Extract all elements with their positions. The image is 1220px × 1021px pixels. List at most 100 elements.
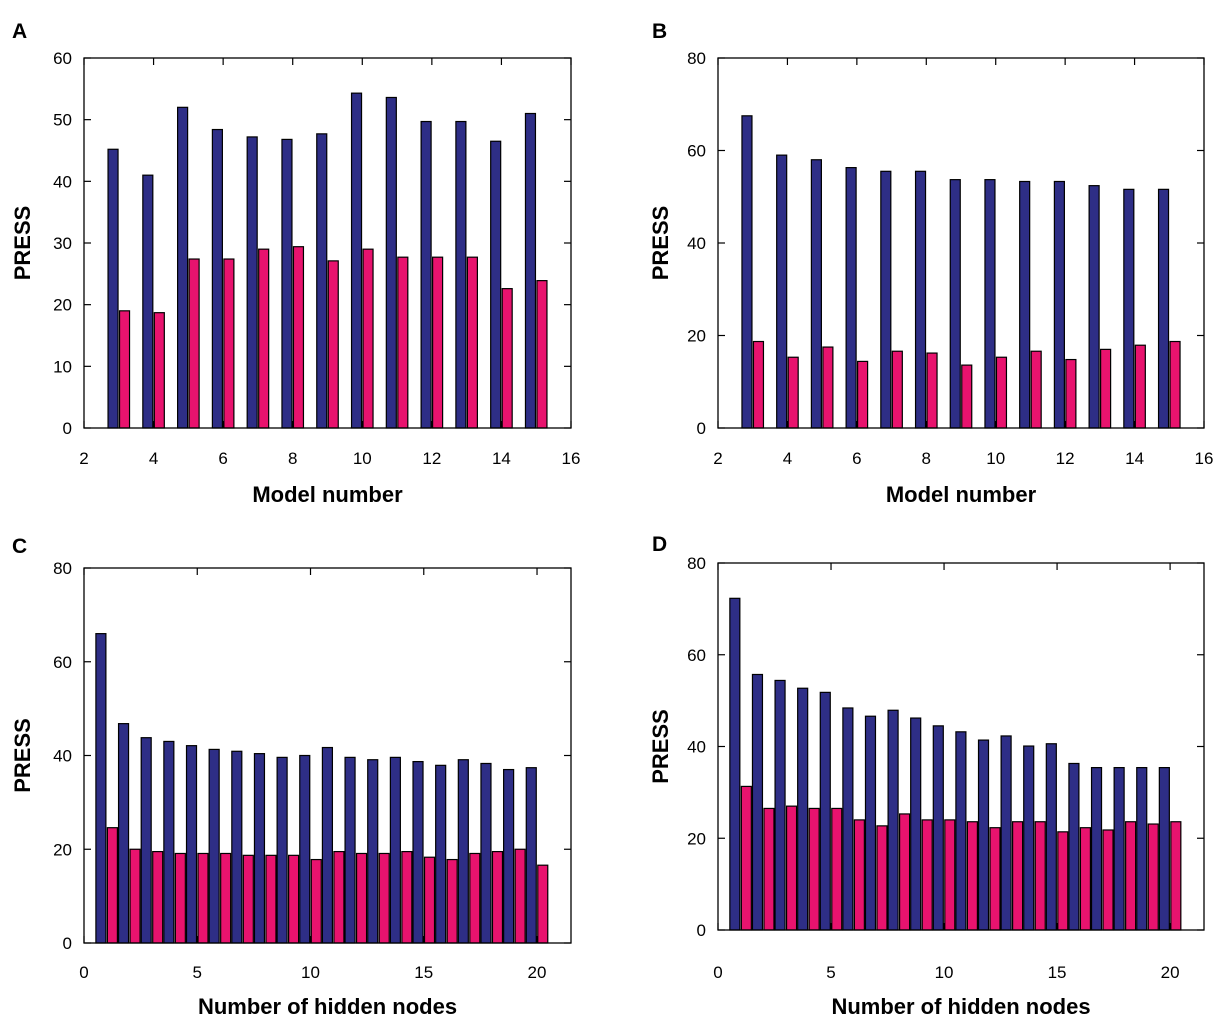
bar-series-1-x9 [949, 179, 961, 429]
bar-series-2-x12 [1065, 358, 1077, 429]
bar-series-2-x10 [995, 356, 1008, 429]
panel-letter: D [652, 533, 667, 556]
bar-series-2-x2 [129, 848, 141, 944]
y-tick-label: 20 [53, 840, 72, 859]
x-tick-label: 10 [986, 449, 1005, 468]
bar-series-2-x8 [898, 813, 911, 931]
bar-series-2-x11 [333, 850, 345, 944]
bar-series-2-x17 [1102, 829, 1114, 931]
bar-series-2-x7 [258, 248, 270, 429]
bar-series-1-x8 [887, 709, 899, 931]
bar-series-2-x9 [921, 819, 933, 931]
y-axis-label: PRESS [10, 206, 35, 281]
x-tick-label: 10 [301, 963, 320, 982]
x-tick-label: 0 [79, 963, 88, 982]
panel-a: A 0 10 20 30 40 50 60 2 4 6 8 10 12 14 16 Model number PR… [10, 20, 580, 507]
bar-series-2-x14 [1134, 344, 1146, 429]
bar-series-1-x5 [185, 745, 198, 944]
x-tick-label: 14 [492, 449, 511, 468]
bar-series-1-x4 [142, 174, 154, 429]
y-tick-label: 80 [687, 49, 706, 68]
bar-series-1-x14 [490, 140, 502, 429]
bar-series-1-x20 [1158, 766, 1170, 931]
bar-series-2-x3 [785, 805, 798, 931]
x-axis-label: Model number [886, 482, 1037, 507]
bar-series-2-x14 [401, 850, 413, 944]
bar-series-1-x3 [107, 148, 119, 429]
bar-series-1-x1 [95, 633, 107, 944]
x-tick-label: 0 [713, 963, 722, 982]
bar-series-1-x9 [910, 717, 922, 931]
y-tick-label: 40 [687, 738, 706, 757]
bar-series-2-x8 [265, 854, 277, 944]
x-tick-label: 4 [149, 449, 158, 468]
bar-series-2-x13 [1012, 821, 1024, 931]
bar-series-2-x10 [944, 819, 956, 931]
bar-series-1-x15 [1045, 743, 1057, 931]
bar-series-2-x5 [197, 852, 209, 944]
bar-series-2-x10 [310, 858, 322, 944]
y-tick-label: 0 [63, 419, 72, 438]
x-tick-label: 16 [1195, 449, 1214, 468]
y-tick-label: 40 [53, 747, 72, 766]
x-tick-label: 5 [193, 963, 202, 982]
bar-series-2-x5 [831, 807, 843, 931]
bar-series-1-x3 [774, 679, 786, 931]
bar-series-1-x10 [299, 754, 311, 944]
y-tick-label: 60 [53, 653, 72, 672]
bar-series-2-x20 [537, 864, 549, 944]
y-tick-label: 10 [53, 357, 72, 376]
bar-series-2-x2 [763, 807, 775, 931]
bar-series-1-x19 [1136, 766, 1148, 931]
bar-series-2-x15 [1057, 831, 1069, 931]
bar-series-1-x19 [503, 768, 515, 944]
y-tick-label: 60 [53, 49, 72, 68]
x-tick-label: 10 [935, 963, 954, 982]
bar-series-1-x9 [276, 756, 288, 944]
bar-series-2-x12 [432, 256, 444, 429]
bar-series-2-x6 [223, 258, 235, 429]
bar-series-2-x15 [1169, 340, 1181, 429]
bar-series-1-x14 [1023, 745, 1035, 931]
bar-series-2-x3 [152, 850, 164, 944]
y-tick-label: 20 [687, 829, 706, 848]
y-axis-label: PRESS [648, 206, 673, 281]
panel-letter: B [652, 20, 667, 43]
bar-series-1-x6 [845, 167, 857, 429]
bar-series-2-x15 [536, 280, 548, 429]
bar-series-2-x14 [1034, 821, 1046, 931]
bar-series-2-x15 [423, 856, 436, 944]
bar-series-1-x2 [751, 673, 764, 931]
bar-series-2-x11 [1030, 350, 1042, 429]
bar-series-2-x7 [891, 350, 903, 429]
bar-series-1-x7 [231, 750, 243, 944]
bar-series-1-x18 [480, 762, 492, 944]
y-tick-label: 80 [687, 554, 706, 573]
x-tick-label: 14 [1125, 449, 1144, 468]
bar-series-1-x15 [1157, 188, 1170, 429]
bar-series-2-x1 [106, 827, 119, 944]
y-axis-label: PRESS [10, 718, 35, 793]
y-tick-label: 60 [687, 646, 706, 665]
bar-series-1-x14 [389, 756, 401, 944]
panel-letter: C [12, 535, 27, 558]
bar-series-2-x5 [188, 258, 200, 429]
x-tick-label: 5 [826, 963, 835, 982]
bar-series-2-x19 [514, 848, 526, 944]
x-tick-label: 2 [713, 449, 722, 468]
panel-d: D 0 20 40 60 80 0 5 10 15 20 Number of hidden nodes… [648, 533, 1205, 1019]
bar-series-1-x3 [741, 115, 753, 429]
bar-series-1-x16 [435, 764, 447, 944]
bar-series-2-x17 [469, 852, 481, 944]
bar-series-1-x17 [1090, 766, 1103, 931]
bar-series-2-x7 [242, 854, 254, 944]
bar-series-1-x12 [1053, 180, 1065, 429]
bar-series-2-x18 [1125, 821, 1137, 931]
bar-series-1-x10 [984, 179, 996, 429]
bar-series-1-x5 [810, 159, 822, 429]
bar-series-1-x11 [385, 96, 397, 429]
x-axis-label: Model number [252, 482, 403, 507]
bar-series-1-x12 [344, 756, 356, 944]
bar-series-2-x3 [752, 340, 765, 429]
